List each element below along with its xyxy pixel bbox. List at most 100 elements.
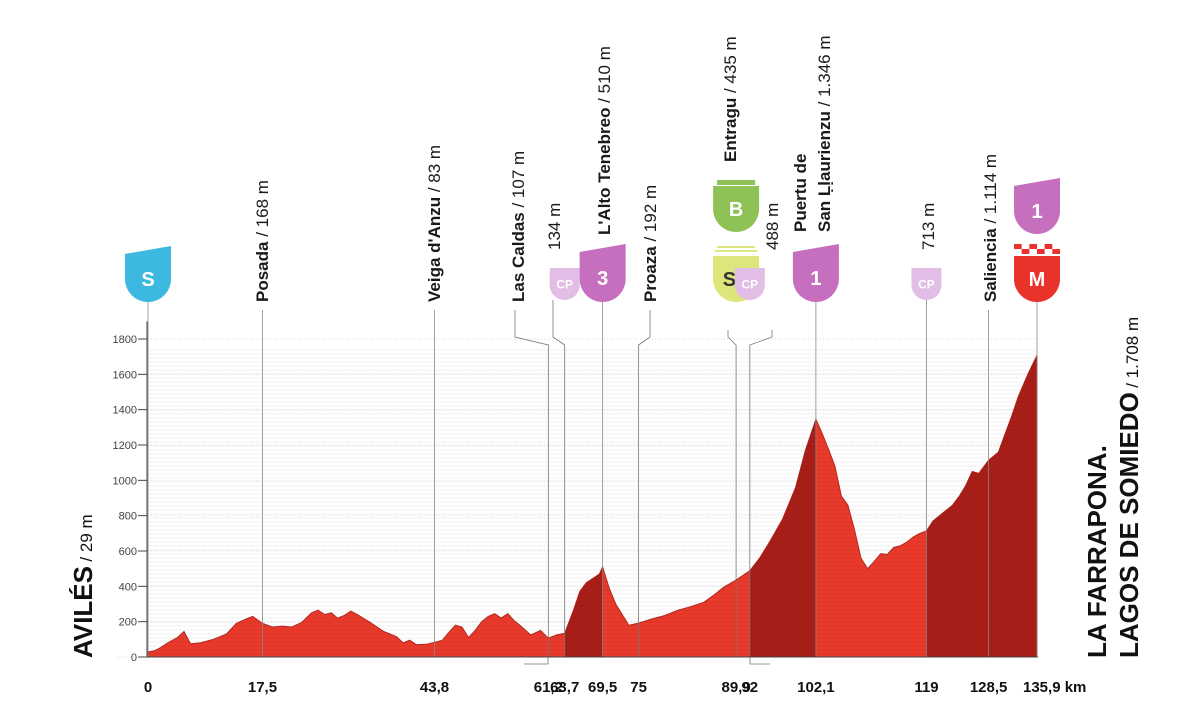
x-tick-label: 43,8 xyxy=(420,679,449,696)
waypoint-label: 134 m xyxy=(545,203,564,250)
climb-badge xyxy=(579,254,626,302)
waypoint-label: San Ḷḷaurienzu / 1.346 m xyxy=(815,35,834,232)
x-tick-label: 89,9 xyxy=(721,679,750,696)
x-tick-label: 17,5 xyxy=(248,679,277,696)
cp-badge-label: CP xyxy=(556,277,573,291)
waypoint-lines xyxy=(147,300,1038,665)
bonus-badge-label: B xyxy=(729,199,743,221)
waypoint-leader-line xyxy=(524,657,549,665)
cp-badge-label: CP xyxy=(741,277,758,291)
stage-markers: SCP3BSPCP1CP1M xyxy=(125,178,1060,302)
x-tick-label: 119 xyxy=(914,679,938,696)
start-name: AVILÉS xyxy=(68,566,98,658)
y-tick-label: 0 xyxy=(131,652,137,664)
x-tick-label: 92 xyxy=(741,679,758,696)
waypoint-leader-line xyxy=(552,300,566,657)
finish-badge xyxy=(1014,256,1060,302)
finish-checker xyxy=(1037,249,1045,254)
y-tick-label: 600 xyxy=(119,546,137,558)
climb-segment xyxy=(564,566,603,657)
finish-checker xyxy=(1029,244,1037,249)
waypoint-altitude: / 510 m xyxy=(595,46,614,107)
y-tick-label: 1000 xyxy=(113,475,137,487)
waypoint-label: Posada / 168 m xyxy=(253,180,272,302)
climb-segment xyxy=(749,419,816,657)
waypoint-leader-line xyxy=(749,330,773,657)
x-tick-label: 135,9 km xyxy=(1023,679,1086,696)
y-tick-label: 1800 xyxy=(113,334,137,346)
waypoint-label: Proaza / 192 m xyxy=(641,185,660,302)
waypoint-labels: Posada / 168 m Veiga d'Anzu / 83 m Las Cal… xyxy=(253,35,1000,302)
climb-badge-label: 3 xyxy=(597,268,608,290)
profile-area xyxy=(147,349,1038,658)
cp-badge xyxy=(549,268,580,301)
sprint-stripe xyxy=(715,250,758,252)
y-tick-label: 1200 xyxy=(113,440,137,452)
waypoint-altitude: / 1.114 m xyxy=(981,154,1000,228)
x-tick-label: 102,1 xyxy=(797,679,835,696)
finish-label-line1: LA FARRAPONA. xyxy=(1082,445,1112,658)
cp-marker: CP xyxy=(734,268,765,301)
bonus-cap xyxy=(717,180,756,185)
sprint-stripe xyxy=(717,246,756,248)
start-altitude: 29 m xyxy=(77,514,96,552)
waypoint-name: Las Caldas xyxy=(509,212,528,302)
cp-marker: CP xyxy=(549,268,580,301)
y-tick-label: 1600 xyxy=(113,369,137,381)
start-marker: S xyxy=(125,246,171,302)
waypoint-name: Veiga d'Anzu xyxy=(425,197,444,302)
cp-badge xyxy=(911,268,942,301)
waypoint-name: L'Alto Tenebreo xyxy=(595,108,614,235)
bonus-marker: B xyxy=(713,180,760,232)
waypoint-name: Saliencia xyxy=(981,228,1000,302)
waypoint-leader-line xyxy=(638,310,651,657)
cp-badge-label: CP xyxy=(918,277,935,291)
waypoint-leader-line xyxy=(514,310,549,657)
waypoint-name: Entragu xyxy=(721,98,740,162)
x-tick-label: 0 xyxy=(144,679,152,696)
finish-label-line2: LAGOS DE SOMIEDO / 1.708 m xyxy=(1114,317,1144,658)
climb-flag xyxy=(579,244,626,256)
waypoint-altitude: / 107 m xyxy=(509,151,528,212)
waypoint-altitude: / 435 m xyxy=(721,36,740,97)
y-tick-label: 1400 xyxy=(113,405,137,417)
cp-badge xyxy=(734,268,765,301)
waypoint-altitude: / 168 m xyxy=(253,180,272,241)
start-badge-label: S xyxy=(141,269,154,291)
start-badge xyxy=(125,256,171,302)
climb-marker: 3 xyxy=(579,244,626,302)
finish-name-line1: LA FARRAPONA. xyxy=(1082,445,1112,658)
waypoint-label: Las Caldas / 107 m xyxy=(509,151,528,302)
climb-marker: 1 xyxy=(1014,178,1060,234)
x-tick-label: 61,2 xyxy=(534,679,563,696)
climb-badge xyxy=(792,254,839,302)
waypoint-label: 488 m xyxy=(763,203,782,250)
climb-flag xyxy=(1014,178,1060,190)
finish-altitude: 1.708 m xyxy=(1123,317,1142,378)
waypoint-label: Saliencia / 1.114 m xyxy=(981,154,1000,302)
waypoint-altitude: / 192 m xyxy=(641,185,660,246)
finish-checker xyxy=(1052,249,1060,254)
climb-flag xyxy=(792,244,839,256)
waypoint-leader-line xyxy=(749,657,770,665)
waypoint-name: Posada xyxy=(253,241,272,302)
x-tick-label: 69,5 xyxy=(588,679,617,696)
x-tick-label: 75 xyxy=(630,679,647,696)
finish-marker: M xyxy=(1014,244,1060,302)
finish-checker xyxy=(1021,249,1030,254)
climb-badge-label: 1 xyxy=(810,268,821,290)
bonus-badge xyxy=(713,186,760,232)
waypoint-label: Veiga d'Anzu / 83 m xyxy=(425,145,444,302)
climb-badge-label: 1 xyxy=(1031,201,1042,223)
y-tick-label: 200 xyxy=(119,617,137,629)
climb-marker: 1 xyxy=(792,244,839,302)
x-tick-label: 128,5 xyxy=(970,679,1008,696)
waypoint-label: Entragu / 435 m xyxy=(721,36,740,162)
waypoint-altitude: / 83 m xyxy=(425,145,444,197)
waypoint-label: 713 m xyxy=(919,203,938,250)
start-label: AVILÉS / 29 m xyxy=(68,514,98,658)
waypoint-label: Puertu de xyxy=(791,154,810,232)
y-axis: 0 200 400 600 800 1000 1200 1400 1600 1800 xyxy=(113,321,148,664)
